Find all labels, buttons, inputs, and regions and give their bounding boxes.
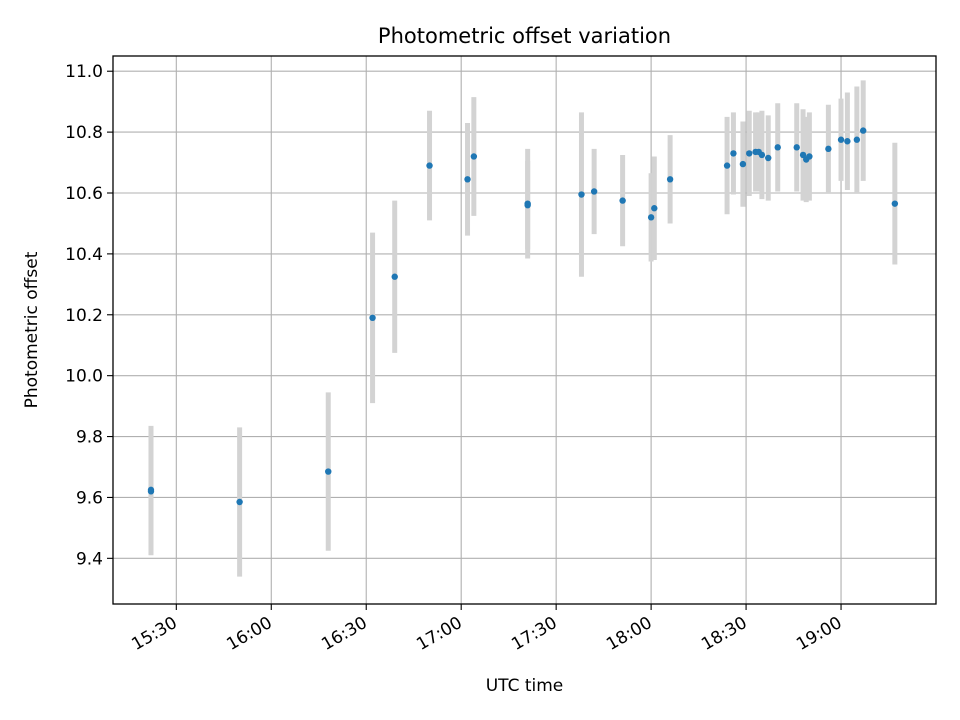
- y-axis-ticks: 9.4 9.6 9.8 10.0 10.2 10.4 10.6 10.8 11.0: [65, 62, 113, 569]
- data-point: [723, 162, 731, 169]
- y-tick-label: 11.0: [65, 62, 103, 82]
- data-point: [578, 191, 585, 198]
- y-tick-label: 10.6: [65, 184, 103, 204]
- data-point: [739, 160, 747, 168]
- plot-frame: [112, 55, 937, 605]
- data-point: [470, 153, 478, 160]
- y-tick-label: 9.6: [76, 488, 103, 508]
- grid: [113, 56, 936, 604]
- x-axis-label: UTC time: [486, 676, 564, 696]
- data-point: [844, 138, 851, 145]
- y-axis-label: Photometric offset: [22, 251, 42, 408]
- data-point: [651, 205, 658, 212]
- data-point: [391, 273, 398, 280]
- data-point: [793, 144, 800, 151]
- data-point: [369, 314, 376, 322]
- data-point: [825, 145, 832, 153]
- y-tick-label: 10.4: [65, 245, 103, 265]
- data-point: [464, 176, 471, 183]
- data-point: [799, 151, 807, 159]
- data-point: [619, 197, 626, 204]
- chart-title: Photometric offset variation: [378, 24, 671, 48]
- data-point: [647, 214, 655, 221]
- y-tick-label: 10.2: [65, 306, 103, 326]
- data-point: [774, 144, 781, 151]
- data-point: [666, 176, 674, 183]
- data-point: [806, 153, 813, 160]
- data-point: [853, 136, 861, 143]
- data-point: [236, 498, 243, 506]
- y-tick-label: 9.4: [76, 549, 103, 569]
- data-point: [426, 162, 433, 169]
- data-point: [147, 488, 155, 495]
- data-point: [859, 127, 867, 134]
- data-point: [837, 136, 845, 143]
- y-tick-label: 9.8: [76, 428, 103, 448]
- data-point: [746, 150, 753, 157]
- data-point: [325, 468, 332, 475]
- y-tick-label: 10.8: [65, 123, 103, 143]
- data-point: [765, 154, 772, 162]
- data-point: [891, 200, 899, 207]
- y-tick-label: 10.0: [65, 367, 103, 387]
- data-point: [590, 188, 598, 195]
- data-points: [147, 127, 899, 506]
- data-point: [758, 151, 766, 159]
- data-point: [524, 200, 531, 207]
- data-point: [730, 150, 737, 157]
